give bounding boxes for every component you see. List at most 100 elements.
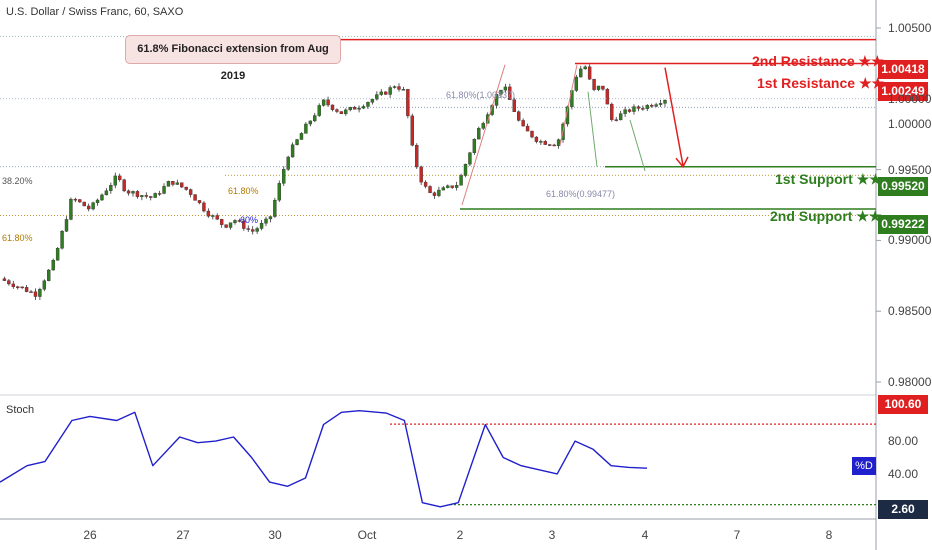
candle-body bbox=[450, 185, 454, 188]
candle-body bbox=[42, 280, 47, 290]
candle-body bbox=[432, 192, 437, 196]
candle-body bbox=[539, 141, 543, 143]
candle-body bbox=[149, 196, 153, 198]
grid bbox=[0, 0, 881, 550]
candle-body bbox=[357, 107, 361, 110]
candle-body bbox=[388, 87, 392, 95]
candle-body bbox=[370, 98, 375, 103]
candle-body bbox=[636, 106, 641, 109]
candle-body bbox=[282, 169, 286, 184]
candles bbox=[2, 64, 667, 300]
candle-body bbox=[401, 89, 406, 91]
candle-body bbox=[135, 191, 140, 197]
candle-body bbox=[605, 88, 610, 105]
candle-body bbox=[650, 105, 654, 107]
stoch-plot bbox=[0, 410, 876, 508]
x-tick-label: 8 bbox=[825, 528, 833, 542]
candle-body bbox=[171, 181, 175, 185]
candle-body bbox=[503, 86, 508, 91]
current-price-label: 1.00000 bbox=[888, 117, 932, 131]
candle-body bbox=[51, 259, 55, 271]
candle-body bbox=[423, 181, 428, 187]
candle-body bbox=[517, 111, 521, 121]
fib-arrow bbox=[461, 64, 506, 206]
candle-body bbox=[224, 224, 228, 228]
candle-body bbox=[60, 231, 64, 249]
y-tick-label: 1.00000 bbox=[888, 91, 932, 106]
candle-body bbox=[512, 99, 516, 112]
candle-body bbox=[47, 269, 51, 281]
fib-arrow bbox=[587, 91, 598, 167]
candle-body bbox=[237, 220, 242, 222]
candle-body bbox=[104, 190, 109, 196]
candle-body bbox=[157, 193, 162, 195]
candle-body bbox=[188, 189, 193, 195]
fib-label-c: 61.80% bbox=[2, 233, 33, 243]
res1-tag: 1.00249 bbox=[878, 82, 928, 101]
candle-body bbox=[663, 100, 667, 104]
candle-body bbox=[180, 182, 184, 188]
candle-body bbox=[361, 106, 366, 109]
candle-body bbox=[131, 191, 135, 194]
candle-body bbox=[477, 128, 481, 140]
candle-body bbox=[552, 144, 556, 147]
candle-body bbox=[7, 280, 11, 285]
candle-body bbox=[304, 123, 308, 134]
candle-body bbox=[601, 85, 605, 90]
candle-body bbox=[211, 215, 215, 217]
candle-body bbox=[521, 120, 525, 127]
stoch-y-tick-label: 40.00 bbox=[888, 466, 919, 481]
candle-body bbox=[11, 283, 16, 287]
candle-body bbox=[627, 109, 632, 112]
candle-body bbox=[69, 198, 73, 220]
candle-body bbox=[379, 91, 383, 95]
fib-arrow bbox=[629, 119, 646, 172]
projection-arrow bbox=[664, 67, 684, 166]
candle-body bbox=[459, 175, 463, 186]
candle-body bbox=[29, 291, 33, 293]
candle-body bbox=[481, 123, 485, 129]
candle-body bbox=[543, 141, 547, 145]
candle-body bbox=[228, 222, 233, 228]
candle-body bbox=[86, 205, 91, 210]
sup1-tag: 0.99520 bbox=[878, 177, 928, 196]
candle-body bbox=[463, 163, 468, 176]
x-tick-label: Oct bbox=[357, 528, 377, 542]
candle-body bbox=[610, 103, 614, 120]
x-tick-label: 30 bbox=[268, 528, 282, 542]
candle-body bbox=[485, 114, 490, 124]
candle-body bbox=[113, 175, 117, 186]
candle-body bbox=[295, 139, 299, 145]
candle-body bbox=[454, 185, 459, 188]
candle-body bbox=[384, 91, 388, 95]
candle-body bbox=[406, 89, 410, 117]
candle-body bbox=[184, 186, 188, 190]
candle-body bbox=[614, 119, 618, 121]
candle-body bbox=[16, 286, 20, 288]
candle-body bbox=[24, 287, 29, 292]
candle-body bbox=[55, 248, 60, 261]
candle-body bbox=[415, 144, 419, 168]
candle-body bbox=[64, 219, 69, 232]
y-tick-label: 0.99000 bbox=[888, 233, 932, 248]
y-tick-label: 1.00500 bbox=[888, 21, 932, 35]
y-tick-label: 0.99500 bbox=[888, 162, 932, 177]
y-tick-label: 0.98000 bbox=[888, 375, 932, 389]
projection-arrow-head bbox=[675, 156, 689, 169]
x-tick-label: 26 bbox=[83, 528, 97, 542]
candle-body bbox=[441, 187, 446, 191]
candle-body bbox=[219, 218, 224, 225]
candle-body bbox=[339, 111, 344, 115]
candle-body bbox=[109, 185, 113, 191]
candle-body bbox=[321, 99, 326, 106]
candle-body bbox=[530, 130, 534, 138]
fib-label-f: 61.80%(0.99477) bbox=[546, 189, 616, 199]
candle-body bbox=[579, 68, 583, 78]
levels bbox=[0, 38, 876, 210]
candle-body bbox=[100, 194, 104, 201]
candle-body bbox=[286, 156, 290, 170]
x-tick-label: 7 bbox=[733, 528, 741, 542]
candle-body bbox=[242, 220, 246, 229]
candle-body bbox=[366, 102, 370, 107]
